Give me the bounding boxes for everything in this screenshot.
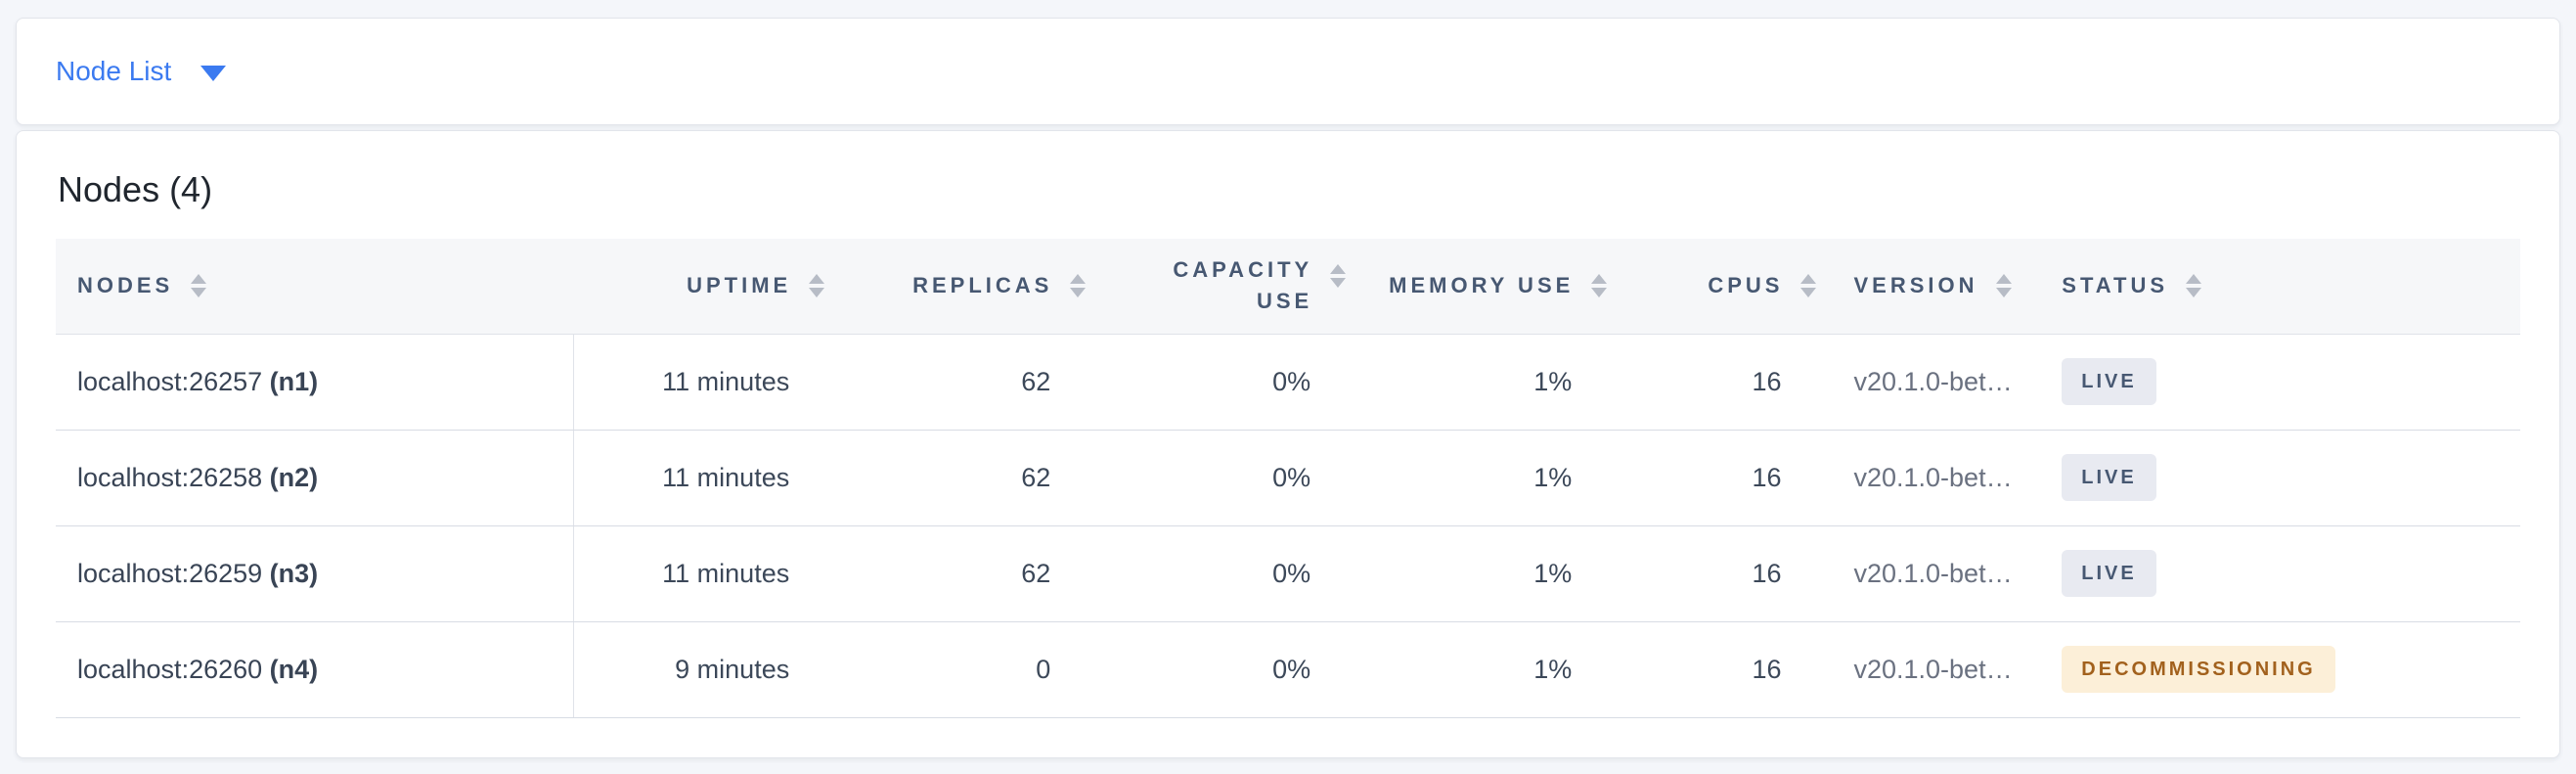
memory-use-cell: 1% xyxy=(1346,525,1608,622)
column-header-replicas[interactable]: REPLICAS xyxy=(824,239,1087,335)
node-address-cell: localhost:26260 (n4) xyxy=(56,621,574,718)
column-header-capacity-use[interactable]: CAPACITY USE xyxy=(1086,239,1347,335)
column-header-memory-use[interactable]: MEMORY USE xyxy=(1346,239,1608,335)
node-id: (n3) xyxy=(269,558,319,588)
uptime-cell: 9 minutes xyxy=(573,621,825,718)
table-body: localhost:26257 (n1) 11 minutes 62 0% 1%… xyxy=(56,334,2520,718)
node-address: localhost:26257 xyxy=(77,366,263,396)
column-label: CAPACITY USE xyxy=(1173,257,1313,314)
column-header-nodes[interactable]: NODES xyxy=(56,239,574,335)
sort-icon[interactable] xyxy=(1070,274,1086,297)
capacity-use-cell: 0% xyxy=(1086,430,1347,526)
replicas-cell: 0 xyxy=(824,621,1087,718)
node-id: (n2) xyxy=(269,462,319,492)
capacity-use-cell: 0% xyxy=(1086,525,1347,622)
status-badge: LIVE xyxy=(2062,550,2156,597)
column-header-cpus[interactable]: CPUS xyxy=(1607,239,1817,335)
version-cell: v20.1.0-bet… xyxy=(1816,525,2039,622)
status-badge: LIVE xyxy=(2062,358,2156,405)
node-id: (n1) xyxy=(269,366,319,396)
memory-use-cell: 1% xyxy=(1346,621,1608,718)
memory-use-cell: 1% xyxy=(1346,334,1608,431)
caret-down-icon xyxy=(200,66,227,81)
view-selector-dropdown[interactable]: Node List xyxy=(56,56,227,87)
column-label: UPTIME xyxy=(687,273,792,298)
status-cell: LIVE xyxy=(2038,525,2520,622)
capacity-use-cell: 0% xyxy=(1086,334,1347,431)
column-label: NODES xyxy=(77,273,174,298)
cpus-cell: 16 xyxy=(1607,334,1817,431)
sort-icon[interactable] xyxy=(191,274,206,297)
status-cell: LIVE xyxy=(2038,334,2520,431)
view-selector-label: Node List xyxy=(56,56,172,86)
replicas-cell: 62 xyxy=(824,525,1087,622)
page-title: Nodes (4) xyxy=(58,169,213,209)
cpus-cell: 16 xyxy=(1607,621,1817,718)
node-address-cell: localhost:26257 (n1) xyxy=(56,334,574,431)
replicas-cell: 62 xyxy=(824,430,1087,526)
column-header-uptime[interactable]: UPTIME xyxy=(573,239,825,335)
uptime-cell: 11 minutes xyxy=(573,525,825,622)
uptime-cell: 11 minutes xyxy=(573,430,825,526)
column-label: MEMORY USE xyxy=(1389,273,1575,298)
node-address: localhost:26259 xyxy=(77,558,263,588)
version-cell: v20.1.0-bet… xyxy=(1816,430,2039,526)
version-cell: v20.1.0-bet… xyxy=(1816,621,2039,718)
column-label: VERSION xyxy=(1853,273,1978,298)
table-row-node-4[interactable]: localhost:26260 (n4) 9 minutes 0 0% 1% 1… xyxy=(56,621,2520,718)
node-address-cell: localhost:26259 (n3) xyxy=(56,525,574,622)
cpus-cell: 16 xyxy=(1607,430,1817,526)
uptime-cell: 11 minutes xyxy=(573,334,825,431)
memory-use-cell: 1% xyxy=(1346,430,1608,526)
column-header-version[interactable]: VERSION xyxy=(1816,239,2039,335)
table-row-node-3[interactable]: localhost:26259 (n3) 11 minutes 62 0% 1%… xyxy=(56,525,2520,622)
status-cell: LIVE xyxy=(2038,430,2520,526)
status-cell: DECOMMISSIONING xyxy=(2038,621,2520,718)
column-label: REPLICAS xyxy=(912,273,1053,298)
node-address: localhost:26260 xyxy=(77,654,263,684)
cpus-cell: 16 xyxy=(1607,525,1817,622)
sort-icon[interactable] xyxy=(809,274,824,297)
view-selector-card: Node List xyxy=(16,18,2560,125)
status-badge: DECOMMISSIONING xyxy=(2062,646,2335,693)
version-cell: v20.1.0-bet… xyxy=(1816,334,2039,431)
node-address: localhost:26258 xyxy=(77,462,263,492)
table-header: NODES UPTIME REPLICAS xyxy=(56,239,2520,335)
status-badge: LIVE xyxy=(2062,454,2156,501)
column-label: CPUS xyxy=(1708,273,1784,298)
column-label: STATUS xyxy=(2062,273,2169,298)
nodes-card: Nodes (4) NODES xyxy=(16,130,2560,758)
column-header-status[interactable]: STATUS xyxy=(2038,239,2520,335)
sort-icon[interactable] xyxy=(1800,274,1816,297)
sort-icon[interactable] xyxy=(1330,264,1346,288)
table-row-node-2[interactable]: localhost:26258 (n2) 11 minutes 62 0% 1%… xyxy=(56,430,2520,526)
node-address-cell: localhost:26258 (n2) xyxy=(56,430,574,526)
table-row-node-1[interactable]: localhost:26257 (n1) 11 minutes 62 0% 1%… xyxy=(56,334,2520,431)
replicas-cell: 62 xyxy=(824,334,1087,431)
sort-icon[interactable] xyxy=(2186,274,2201,297)
capacity-use-cell: 0% xyxy=(1086,621,1347,718)
node-id: (n4) xyxy=(269,654,319,684)
sort-icon[interactable] xyxy=(1591,274,1607,297)
nodes-table: NODES UPTIME REPLICAS xyxy=(56,239,2520,718)
sort-icon[interactable] xyxy=(1996,274,2012,297)
